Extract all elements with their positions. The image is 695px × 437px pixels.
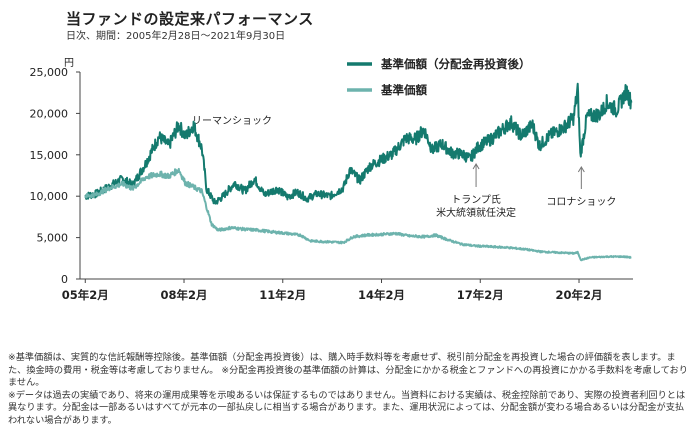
series-line-1 xyxy=(84,82,633,205)
chart-subtitle: 日次、期間：2005年2月28日〜2021年9月30日 xyxy=(66,31,286,42)
chart-legend: 基準価額（分配金再投資後） 基準価額 xyxy=(347,57,531,97)
chart-lines xyxy=(84,82,633,262)
performance-chart: 円 0 5,000 10,000 15,000 20,000 25,000 05年2月 08年2… xyxy=(30,57,633,302)
note-1: ※基準価額は、実質的な信託報酬等控除後。基準価額（分配金再投資後）は、購入時手数… xyxy=(8,352,688,389)
x-tick-label: 14年2月 xyxy=(358,288,405,302)
annotation-trump-line-2: 米大統領就任決定 xyxy=(436,206,516,219)
legend-label-1: 基準価額（分配金再投資後） xyxy=(380,57,531,71)
x-tick-label: 08年2月 xyxy=(161,288,208,302)
x-tick-label: 05年2月 xyxy=(62,288,109,302)
y-tick-label: 5,000 xyxy=(37,232,69,245)
x-tick-label: 17年2月 xyxy=(457,288,504,302)
y-unit-label: 円 xyxy=(64,58,74,69)
y-tick-label: 15,000 xyxy=(30,149,69,162)
annotation-lehman: リーマンショック xyxy=(192,115,272,127)
y-tick-label: 0 xyxy=(61,273,68,286)
y-tick-label: 10,000 xyxy=(30,190,69,203)
chart-title: 当ファンドの設定来パフォーマンス xyxy=(66,10,314,28)
legend-label-2: 基準価額 xyxy=(380,83,427,97)
disclaimer-notes: ※基準価額は、実質的な信託報酬等控除後。基準価額（分配金再投資後）は、購入時手数… xyxy=(8,352,688,428)
series-line-2 xyxy=(84,167,632,262)
annotation-arrowhead-corona xyxy=(577,166,585,173)
y-tick-label: 20,000 xyxy=(30,107,69,120)
x-tick-label: 11年2月 xyxy=(259,288,306,302)
annotation-trump-line-1: トランプ氏 xyxy=(451,194,501,206)
note-2: ※データは過去の実績であり、将来の運用成果等を示唆あるいは保証するものではありま… xyxy=(8,389,686,426)
annotation-arrowhead-trump xyxy=(472,163,480,170)
x-tick-label: 20年2月 xyxy=(556,288,603,302)
chart-axes: 円 0 5,000 10,000 15,000 20,000 25,000 05年2月 08年2… xyxy=(30,58,633,302)
y-tick-label: 25,000 xyxy=(30,66,69,79)
annotation-corona: コロナショック xyxy=(546,196,616,208)
